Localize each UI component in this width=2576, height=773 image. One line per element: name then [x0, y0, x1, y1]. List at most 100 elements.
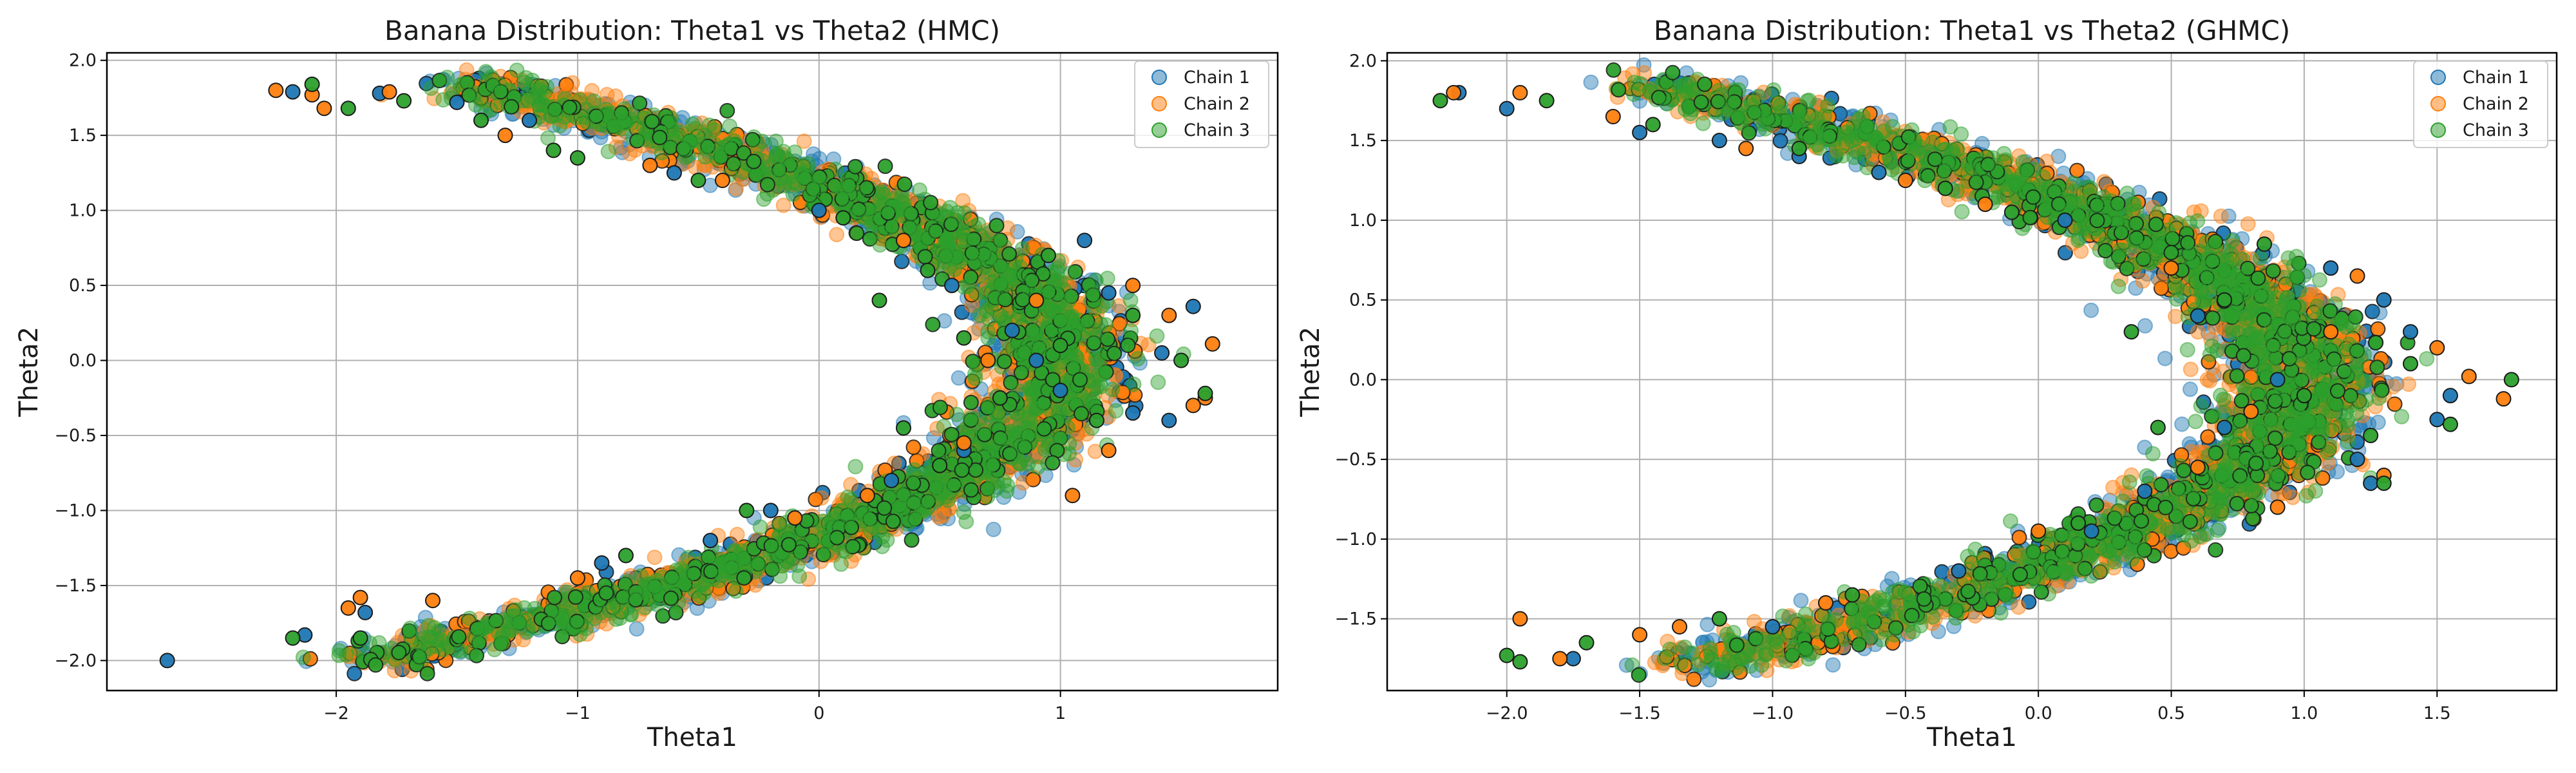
scatter-point [295, 649, 311, 665]
scatter-point [586, 93, 602, 109]
scatter-point [522, 112, 537, 128]
scatter-point [504, 99, 520, 115]
scatter-point [1006, 342, 1022, 358]
scatter-point [789, 176, 805, 192]
scatter-point [781, 537, 797, 553]
scatter-point [951, 370, 967, 386]
scatter-point [876, 500, 893, 516]
scatter-point [721, 136, 737, 152]
scatter-point [316, 100, 332, 117]
y-tick-label: −1.0 [54, 501, 97, 520]
scatter-point [567, 589, 583, 605]
scatter-point [1063, 352, 1079, 368]
scatter-point [1001, 246, 1017, 262]
scatter-point [932, 457, 948, 473]
scatter-point [867, 215, 884, 231]
scatter-point [813, 490, 829, 506]
scatter-point [960, 278, 976, 294]
y-tick-label: 0.0 [69, 351, 97, 371]
scatter-point [352, 589, 368, 606]
scatter-point [771, 517, 787, 533]
scatter-point [647, 549, 663, 566]
scatter-point [1204, 336, 1220, 352]
scatter-point [642, 157, 658, 173]
scatter-point [666, 165, 682, 181]
scatter-point [1088, 412, 1104, 428]
scatter-point [752, 519, 768, 535]
scatter-point [687, 583, 703, 599]
scatter-point [1150, 374, 1166, 390]
scatter-point [981, 311, 997, 327]
scatter-point [492, 77, 508, 93]
scatter-point [650, 596, 666, 613]
scatter-point [466, 629, 482, 645]
scatter-point [1072, 372, 1088, 388]
scatter-point [750, 138, 766, 154]
scatter-point [1015, 475, 1031, 491]
scatter-point [1108, 403, 1124, 419]
scatter-point [819, 544, 835, 560]
scatter-point [976, 241, 992, 256]
scatter-point [729, 526, 745, 542]
scatter-point [828, 161, 844, 177]
scatter-point [1028, 292, 1045, 309]
scatter-point [949, 406, 965, 423]
scatter-point [1101, 285, 1117, 301]
scatter-point [1036, 421, 1052, 437]
scatter-point [1077, 233, 1093, 249]
scatter-point [573, 618, 589, 635]
scatter-point [439, 70, 455, 86]
scatter-point [877, 158, 893, 175]
scatter-point [989, 218, 1005, 234]
scatter-point [2174, 416, 2190, 432]
scatter-point [871, 292, 887, 309]
scatter-point [599, 119, 615, 135]
scatter-point [884, 472, 900, 488]
scatter-point [996, 354, 1012, 370]
x-tick-label: −1 [565, 703, 591, 723]
scatter-point [451, 629, 467, 645]
scatter-point [352, 630, 368, 646]
scatter-point [1161, 307, 1177, 323]
legend-label-chain-1: Chain 1 [1184, 68, 1250, 88]
scatter-points [1432, 57, 2519, 688]
scatter-point [925, 316, 941, 332]
scatter-point [980, 330, 996, 346]
scatter-point [649, 573, 665, 589]
scatter-point [923, 195, 939, 211]
scatter-point [419, 665, 435, 682]
scatter-point [1125, 405, 1141, 421]
scatter-point [859, 488, 875, 504]
scatter-point [1028, 352, 1045, 368]
scatter-point [980, 352, 996, 368]
scatter-point [802, 169, 817, 186]
scatter-point [391, 645, 407, 660]
scatter-point [687, 120, 703, 137]
scatter-point [706, 122, 722, 138]
scatter-point [829, 227, 845, 243]
scatter-point [970, 255, 986, 271]
scatter-point [285, 630, 301, 646]
scatter-point [904, 532, 920, 548]
y-tick-label: 1.0 [69, 201, 97, 221]
scatter-point [1154, 345, 1170, 361]
scatter-point [545, 142, 562, 158]
scatter-point [736, 570, 752, 586]
scatter-point [1052, 383, 1068, 399]
scatter-point [1125, 278, 1141, 294]
scatter-point [971, 216, 987, 233]
scatter-point [756, 191, 772, 207]
scatter-point [357, 604, 374, 620]
y-tick-label: −2.0 [54, 651, 97, 671]
scatter-point [416, 645, 431, 660]
scatter-point [787, 510, 803, 526]
scatter-point [728, 555, 744, 571]
scatter-point [896, 177, 913, 192]
scatter-point [396, 93, 412, 109]
scatter-point [690, 173, 706, 188]
scatter-point [980, 489, 996, 505]
chart-title: Banana Distribution: Theta1 vs Theta2 (H… [384, 15, 1000, 46]
scatter-point [1033, 314, 1049, 330]
scatter-point [1040, 247, 1056, 263]
